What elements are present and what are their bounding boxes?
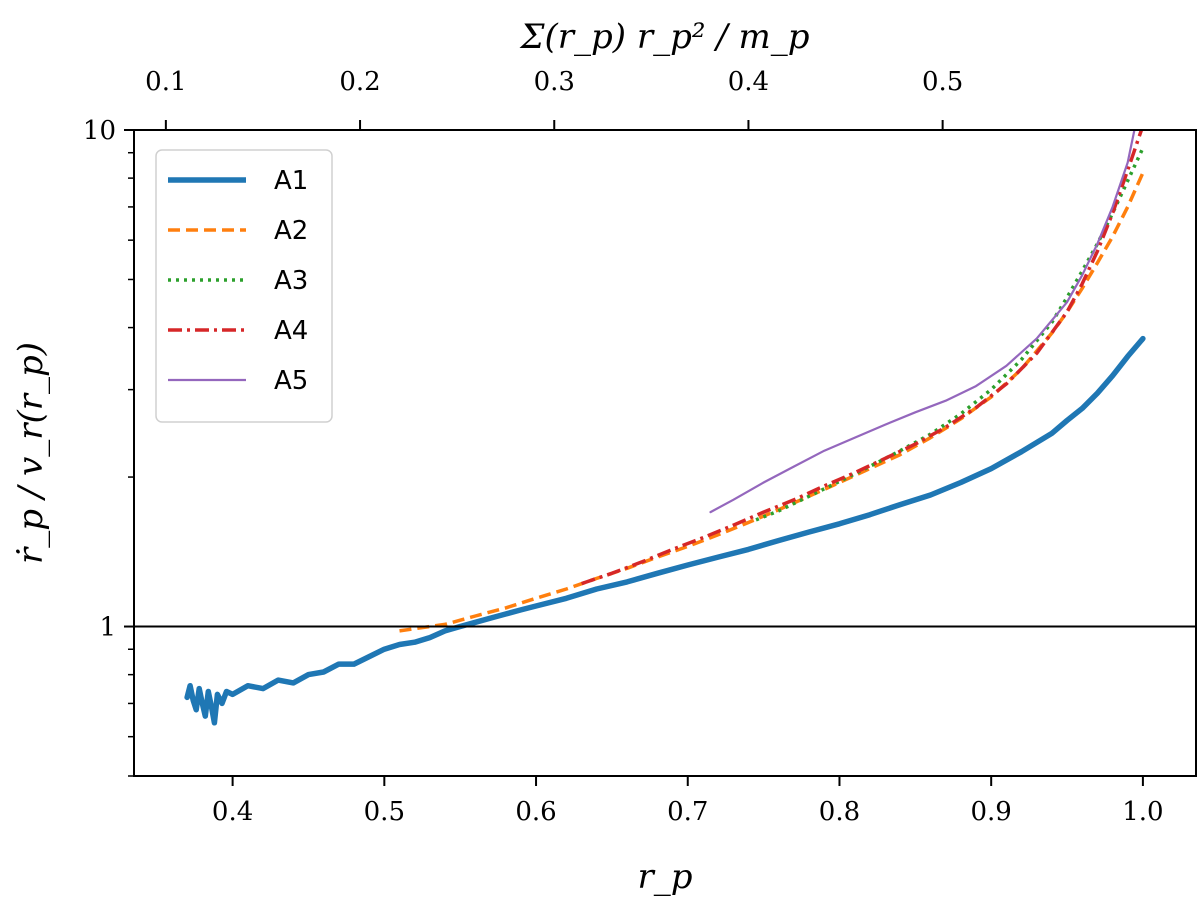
legend-label-a1: A1 bbox=[274, 166, 308, 196]
x-axis-label: r_p bbox=[637, 857, 692, 897]
legend-label-a3: A3 bbox=[274, 266, 308, 296]
y-axis: 1 10 bbox=[83, 116, 134, 777]
x-tick-label: 0.5 bbox=[364, 797, 405, 827]
x-tick-label: 0.8 bbox=[819, 797, 860, 827]
series-line-a5 bbox=[709, 130, 1136, 514]
legend-label-a4: A4 bbox=[274, 316, 308, 346]
x-tick-label: 0.4 bbox=[212, 797, 253, 827]
top-x-tick-label: 0.2 bbox=[339, 67, 380, 97]
legend: A1 A2 A3 A4 A5 bbox=[155, 149, 333, 423]
x-tick-label: 0.6 bbox=[515, 797, 556, 827]
x-tick-label: 1.0 bbox=[1122, 797, 1163, 827]
top-x-tick-label: 0.5 bbox=[922, 67, 963, 97]
bottom-x-axis: 0.4 0.5 0.6 0.7 0.8 0.9 1.0 bbox=[212, 776, 1164, 827]
top-x-axis: 0.1 0.2 0.3 0.4 0.5 bbox=[145, 67, 963, 130]
y-axis-label: ṙ_p / v_r(r_p) bbox=[11, 342, 51, 564]
top-x-tick-label: 0.3 bbox=[534, 67, 575, 97]
top-x-tick-label: 0.1 bbox=[145, 67, 186, 97]
series-line-a3 bbox=[755, 147, 1145, 522]
x-tick-label: 0.7 bbox=[667, 797, 708, 827]
x-tick-label: 0.9 bbox=[971, 797, 1012, 827]
legend-label-a5: A5 bbox=[274, 366, 308, 396]
series-line-a4 bbox=[581, 130, 1144, 586]
y-tick-label: 1 bbox=[99, 613, 116, 643]
top-x-axis-label: Σ(r_p) r_p² / m_p bbox=[518, 17, 809, 57]
legend-label-a2: A2 bbox=[274, 216, 308, 246]
top-x-tick-label: 0.4 bbox=[728, 67, 769, 97]
plot-frame bbox=[133, 129, 1197, 777]
y-tick-label: 10 bbox=[83, 116, 116, 146]
legend-box bbox=[155, 149, 333, 423]
